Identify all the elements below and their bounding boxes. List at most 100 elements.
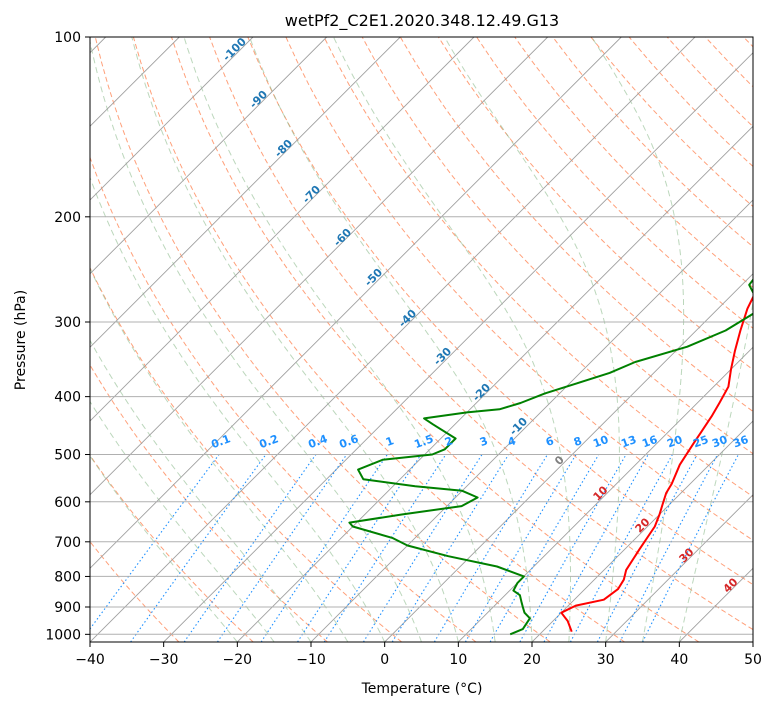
dry-adiabat-line	[437, 37, 753, 371]
mixing-ratio-line	[297, 454, 422, 642]
dry-adiabat-line	[171, 37, 700, 642]
isotherm-line	[90, 37, 696, 642]
dry-adiabat-label: -40	[396, 307, 419, 330]
series-line	[560, 295, 753, 633]
isotherms	[90, 37, 753, 642]
y-tick-label: 300	[54, 315, 81, 331]
dry-adiabat-line	[247, 37, 753, 586]
isotherm-line	[605, 494, 753, 642]
dry-adiabat-label: 30	[677, 545, 697, 565]
moist-adiabat-line	[131, 37, 459, 642]
pressure-gridlines	[90, 37, 753, 635]
x-axis-title: Temperature (°C)	[361, 681, 483, 697]
y-tick-label: 900	[54, 600, 81, 616]
isotherm-line	[90, 37, 401, 348]
x-tick-label: −10	[296, 652, 326, 668]
moist-adiabat-line	[678, 299, 753, 642]
mixing-ratio-line	[569, 454, 673, 642]
mixing-ratio-label: 6	[544, 434, 556, 449]
mixing-ratio-label: 20	[665, 433, 684, 451]
mixing-ratio-line	[464, 454, 577, 642]
mixing-ratio-line	[596, 454, 698, 642]
dry-adiabat-line	[209, 37, 753, 631]
moist-adiabat-line	[90, 176, 386, 642]
mixing-ratio-label: 8	[572, 434, 584, 449]
y-tick-label: 800	[54, 569, 81, 585]
isotherm-line	[90, 37, 622, 569]
moist-adiabat-line	[444, 37, 620, 642]
dry-adiabat-line	[90, 266, 403, 642]
dry-adiabat-line	[704, 37, 753, 88]
mixing-ratio-label: 30	[710, 433, 729, 451]
moist-adiabat-line	[90, 39, 422, 642]
isotherm-line	[90, 37, 549, 496]
mixing-ratio-label: 0.6	[337, 432, 360, 451]
mixing-ratio-label: 16	[640, 433, 659, 451]
moist-adiabat-line	[183, 37, 496, 642]
mixing-ratio-line	[433, 454, 548, 642]
moist-adiabat-line	[333, 37, 571, 642]
moist-adiabat-line	[90, 267, 349, 642]
isotherm-line	[163, 52, 753, 642]
dry-adiabats	[90, 37, 753, 642]
mixing-ratio-label: 0.2	[257, 432, 280, 451]
mixing-ratio-label: 4	[506, 434, 518, 449]
mixing-ratio-line	[216, 454, 348, 642]
isotherm-line	[457, 346, 753, 642]
mixing-ratio-lines	[90, 454, 739, 642]
isotherm-line	[310, 199, 753, 642]
y-tick-label: 400	[54, 390, 81, 406]
mixing-ratio-label: 36	[731, 433, 750, 451]
dry-adiabat-line	[90, 454, 254, 642]
isotherm-line	[90, 37, 328, 275]
isotherm-line	[384, 273, 753, 642]
mixing-ratio-label: 0.1	[209, 432, 232, 451]
moist-adiabat-line	[591, 37, 685, 642]
x-tick-label: 40	[670, 652, 688, 668]
dry-adiabat-line	[361, 37, 753, 455]
isotherm-line	[90, 37, 475, 422]
y-tick-label: 600	[54, 495, 81, 511]
mixing-ratio-label: 3	[478, 434, 490, 449]
y-tick-label: 1000	[45, 627, 81, 643]
moist-adiabat-line	[249, 37, 533, 642]
dry-adiabat-label: 0	[552, 453, 567, 468]
series-line	[348, 278, 753, 636]
mixing-ratio-line	[323, 454, 447, 642]
dry-adiabat-line	[476, 37, 753, 329]
dry-adiabat-label: 40	[721, 575, 741, 595]
dry-adiabat-label: -60	[331, 226, 354, 249]
chart-title: wetPf2_C2E1.2020.348.12.49.G13	[285, 11, 559, 31]
mixing-ratio-label: 0.4	[306, 432, 329, 451]
dry-adiabat-label: -20	[470, 381, 493, 404]
isotherm-line	[236, 125, 753, 642]
plot-area	[90, 37, 753, 642]
plot-frame	[89, 36, 754, 643]
isotherm-line	[678, 567, 753, 642]
mixing-ratio-label: 2	[443, 434, 455, 449]
isotherm-line	[531, 420, 753, 642]
dry-adiabat-label: 10	[591, 483, 611, 503]
dry-adiabat-line	[743, 37, 753, 48]
mixing-ratio-label: 10	[591, 433, 610, 451]
x-tick-label: −40	[75, 652, 105, 668]
y-axis: 100 200 300 400 500 600 700 800 900 1000	[45, 30, 90, 643]
x-tick-label: 50	[744, 652, 762, 668]
y-tick-label: 100	[54, 30, 81, 46]
dry-adiabat-label: -90	[247, 88, 270, 111]
x-tick-label: 0	[380, 652, 389, 668]
dry-adiabat-label: -100	[220, 35, 249, 64]
dry-adiabat-label: -50	[362, 266, 385, 289]
mixing-ratio-line	[489, 454, 600, 642]
x-tick-label: 20	[523, 652, 541, 668]
y-tick-label: 200	[54, 210, 81, 226]
x-tick-label: 10	[449, 652, 467, 668]
dry-adiabat-line	[132, 37, 625, 642]
dry-adiabat-label: -80	[272, 137, 295, 160]
mixing-ratio-line	[90, 454, 220, 630]
mixing-ratio-line	[519, 454, 627, 642]
dry-adiabat-line	[90, 540, 180, 642]
x-axis: −40 −30 −20 −10 0 10 20 30 40 50	[75, 642, 762, 668]
y-tick-label: 500	[54, 448, 81, 464]
